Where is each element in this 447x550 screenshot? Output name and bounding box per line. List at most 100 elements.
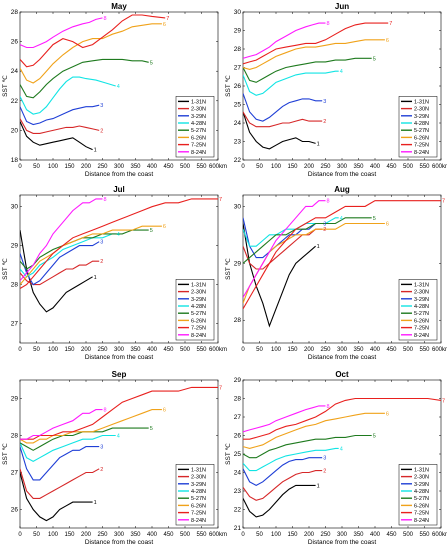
series-end-marker: 5 bbox=[150, 426, 153, 432]
x-tick-label: 300 bbox=[337, 164, 348, 170]
x-tick-label: 600km bbox=[209, 164, 227, 170]
series-end-marker: 7 bbox=[166, 16, 169, 22]
x-tick-label: 500 bbox=[180, 532, 191, 538]
series-line-1-31N bbox=[20, 121, 93, 151]
series-line-5-27N bbox=[20, 58, 149, 99]
series-end-marker: 8 bbox=[327, 21, 330, 27]
x-tick-label: 450 bbox=[386, 164, 397, 170]
y-tick-label: 22 bbox=[234, 507, 242, 514]
series-line-6-26N bbox=[20, 225, 162, 285]
chart-panel-aug: Aug 0 50 100 150 200 250 300 350 400 450 500 550 600k… bbox=[225, 185, 447, 361]
y-tick-label: 28 bbox=[234, 46, 242, 53]
legend-label: 3-29N bbox=[191, 114, 206, 120]
y-tick-label: 29 bbox=[11, 243, 19, 250]
series-line-5-27N bbox=[243, 434, 372, 459]
x-tick-label: 450 bbox=[163, 347, 174, 353]
y-tick-label: 22 bbox=[234, 157, 242, 164]
x-axis-label: Distance from the coast bbox=[85, 171, 153, 178]
legend-label: 5-27N bbox=[191, 311, 206, 317]
x-tick-label: 200 bbox=[81, 532, 92, 538]
x-tick-label: 500 bbox=[180, 347, 191, 353]
series-end-marker: 2 bbox=[100, 467, 103, 473]
legend-label: 7-25N bbox=[191, 326, 206, 332]
x-tick-label: 200 bbox=[304, 164, 315, 170]
x-tick-label: 250 bbox=[97, 347, 108, 353]
chart-title: Jun bbox=[335, 2, 349, 11]
series-line-2-30N bbox=[243, 111, 323, 128]
legend-label: 2-30N bbox=[414, 475, 429, 481]
y-tick-label: 29 bbox=[234, 28, 242, 35]
y-tick-label: 28 bbox=[234, 396, 242, 403]
series-end-marker: 6 bbox=[386, 411, 389, 417]
x-axis-label: Distance from the coast bbox=[85, 354, 153, 361]
x-tick-label: 200 bbox=[304, 347, 315, 353]
series-line-8-24N bbox=[243, 22, 326, 59]
series-line-7-25N bbox=[243, 22, 389, 65]
legend-label: 7-25N bbox=[414, 143, 429, 149]
series-end-marker: 6 bbox=[163, 408, 166, 414]
legend-label: 1-31N bbox=[414, 467, 429, 473]
legend-label: 3-29N bbox=[414, 482, 429, 488]
x-tick-label: 150 bbox=[64, 532, 75, 538]
x-tick-label: 400 bbox=[147, 164, 158, 170]
series-line-1-31N bbox=[243, 484, 316, 518]
series-end-marker: 8 bbox=[104, 197, 107, 203]
x-tick-label: 450 bbox=[386, 347, 397, 353]
x-axis-label: Distance from the coast bbox=[85, 539, 153, 546]
series-end-marker: 5 bbox=[373, 56, 376, 62]
y-tick-label: 29 bbox=[234, 377, 242, 384]
chart-title: Sep bbox=[112, 370, 127, 379]
x-tick-label: 200 bbox=[81, 164, 92, 170]
series-end-marker: 7 bbox=[219, 385, 222, 391]
x-axis-label: Distance from the coast bbox=[308, 354, 376, 361]
chart-title: Aug bbox=[334, 185, 350, 194]
y-axis-label: SST ℃ bbox=[2, 74, 9, 96]
y-tick-label: 21 bbox=[234, 525, 242, 532]
x-tick-label: 0 bbox=[241, 164, 245, 170]
series-line-6-26N bbox=[243, 39, 385, 70]
legend-label: 6-26N bbox=[414, 503, 429, 509]
legend-label: 1-31N bbox=[191, 467, 206, 473]
x-tick-label: 50 bbox=[256, 532, 263, 538]
series-end-marker: 1 bbox=[317, 141, 320, 147]
x-tick-label: 150 bbox=[287, 164, 298, 170]
y-tick-label: 26 bbox=[11, 507, 19, 514]
legend-label: 8-24N bbox=[414, 150, 429, 156]
legend-box bbox=[398, 96, 438, 158]
x-tick-label: 150 bbox=[287, 532, 298, 538]
series-line-3-29N bbox=[20, 446, 100, 481]
series-group bbox=[20, 386, 218, 522]
series-line-3-29N bbox=[20, 104, 100, 126]
legend-label: 6-26N bbox=[191, 318, 206, 324]
x-tick-label: 250 bbox=[320, 532, 331, 538]
series-line-8-24N bbox=[20, 198, 103, 282]
series-end-marker: 4 bbox=[117, 434, 120, 440]
legend-label: 8-24N bbox=[191, 333, 206, 339]
legend-label: 8-24N bbox=[414, 518, 429, 524]
legend-label: 2-30N bbox=[191, 475, 206, 481]
y-tick-label: 27 bbox=[11, 321, 19, 328]
series-line-7-25N bbox=[243, 200, 441, 310]
y-axis-label: SST ℃ bbox=[225, 442, 232, 464]
chart-panel-jul: Jul 0 50 100 150 200 250 300 350 400 450 500 550 600k… bbox=[2, 185, 227, 361]
x-tick-label: 250 bbox=[97, 532, 108, 538]
legend-label: 6-26N bbox=[191, 135, 206, 141]
legend-label: 5-27N bbox=[414, 128, 429, 134]
y-tick-label: 23 bbox=[234, 488, 242, 495]
y-axis-label: SST ℃ bbox=[225, 257, 232, 279]
series-line-3-29N bbox=[243, 93, 323, 122]
chart-title: May bbox=[111, 2, 127, 11]
series-end-marker: 1 bbox=[94, 275, 97, 281]
legend-label: 8-24N bbox=[191, 150, 206, 156]
y-tick-label: 22 bbox=[11, 98, 19, 105]
x-tick-label: 350 bbox=[130, 164, 141, 170]
y-tick-label: 25 bbox=[234, 102, 242, 109]
x-tick-label: 50 bbox=[33, 532, 40, 538]
legend-label: 3-29N bbox=[414, 114, 429, 120]
series-end-marker: 2 bbox=[323, 119, 326, 125]
series-line-1-31N bbox=[20, 472, 93, 522]
legend-box bbox=[398, 464, 438, 526]
